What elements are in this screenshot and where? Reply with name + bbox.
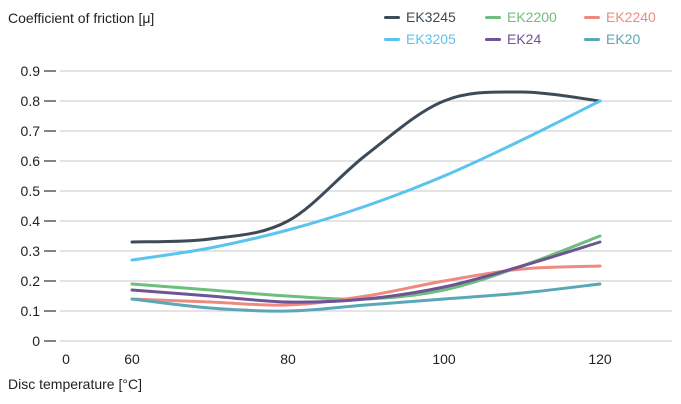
y-tick-label: 0.7 [21, 123, 41, 139]
series-line-ek3245 [130, 90, 602, 244]
y-tick-label: 0.9 [21, 63, 41, 79]
series-line-ek24 [130, 240, 602, 304]
y-tick-label: 0.1 [21, 303, 41, 319]
y-axis-label: Coefficient of friction [μ] [8, 10, 155, 26]
legend: EK3245 EK2200 EK2240 EK3205 EK24 EK20 [0, 9, 681, 53]
legend-item-ek2240: EK2240 [584, 9, 656, 25]
y-tick-label: 0.4 [21, 213, 41, 229]
x-tick-label: 0 [62, 351, 70, 367]
x-tick-label: 120 [588, 351, 612, 367]
legend-item-ek3205: EK3205 [384, 31, 456, 47]
series-line-ek3205 [130, 99, 602, 262]
legend-label: EK3205 [406, 31, 456, 47]
series-line-ek2240 [130, 264, 602, 307]
x-tick-label: 60 [124, 351, 140, 367]
y-tick-label: 0.6 [21, 153, 41, 169]
legend-item-ek3245: EK3245 [384, 9, 456, 25]
legend-item-ek24: EK24 [485, 31, 541, 47]
legend-label: EK2200 [507, 9, 557, 25]
legend-swatch [384, 37, 400, 41]
legend-swatch [485, 15, 501, 19]
legend-swatch [584, 15, 600, 19]
legend-swatch [584, 37, 600, 41]
y-tick-label: 0.8 [21, 93, 41, 109]
legend-label: EK20 [606, 31, 641, 47]
legend-label: EK24 [507, 31, 542, 47]
x-axis-label: Disc temperature [°C] [8, 376, 142, 392]
y-tick-label: 0.3 [21, 243, 41, 259]
legend-item-ek2200: EK2200 [485, 9, 557, 25]
y-tick-label: 0.5 [21, 183, 41, 199]
legend-label: EK3245 [406, 9, 456, 25]
y-tick-label: 0 [32, 333, 40, 349]
series-line-ek20 [130, 282, 602, 313]
x-tick-label: 80 [280, 351, 296, 367]
legend-label: EK2240 [606, 9, 656, 25]
legend-swatch [384, 15, 400, 19]
legend-item-ek20: EK20 [584, 31, 640, 47]
x-tick-label: 100 [432, 351, 456, 367]
y-tick-label: 0.2 [21, 273, 41, 289]
legend-swatch [485, 37, 501, 41]
